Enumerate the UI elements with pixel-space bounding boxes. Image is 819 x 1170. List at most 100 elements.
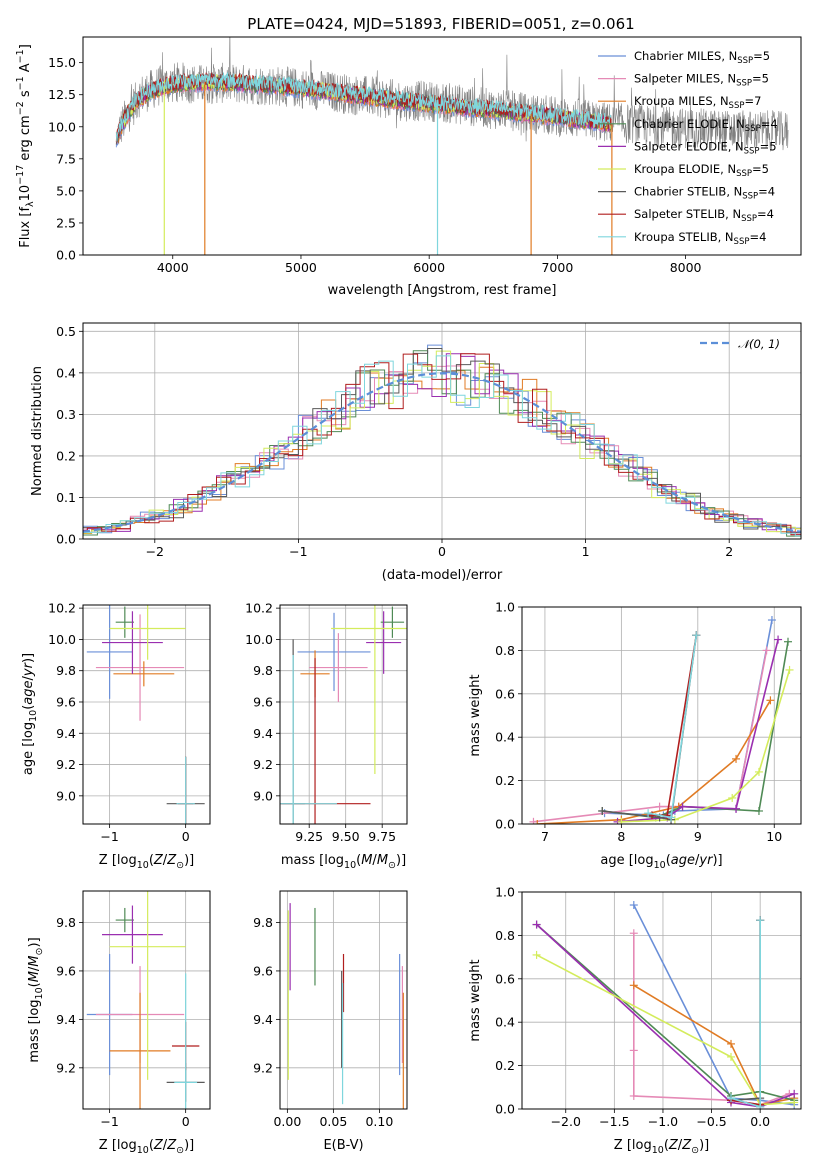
- spectrum-axes: 4000 5000 6000 7000 8000 0.0 2.5 5.0 7.5 10.0 12.5…: [15, 36, 802, 298]
- normal-curve: [83, 372, 801, 533]
- mass_vs_EBV-ytick-label: 9.8: [253, 915, 273, 930]
- mass_vs_Z-xtick-label: 0: [182, 1114, 190, 1129]
- age_vs_Z-plot-area: [86, 605, 205, 824]
- spectrum-ytick-label: 12.5: [48, 87, 76, 102]
- age_vs_Z-point-salpeter-miles: [95, 614, 185, 721]
- massweight_vs_age-xtick-label: 8: [617, 829, 625, 844]
- mass_vs_EBV-axes: 0.00 0.05 0.10 9.2 9.4 9.6 9.8 E(B-V): [253, 890, 408, 1153]
- massweight_vs_Z-ytick-label: 1.0: [495, 885, 515, 900]
- age-vs-z-ylabel: age [log10(age/yr)]: [21, 653, 39, 775]
- age_vs_Z-axes: −1 0 9.0 9.2 9.4 9.6 9.8 10.0 10.2 Z [log10(Z/Z⊙)…: [21, 601, 211, 871]
- mass_vs_Z-ytick-label: 9.6: [56, 963, 76, 978]
- massweight_vs_age-ylabel: mass weight: [468, 674, 483, 756]
- residuals-xtick-label: 1: [582, 544, 590, 559]
- residuals-ytick-label: 0.0: [56, 532, 76, 547]
- mass_vs_EBV-ytick-label: 9.6: [253, 963, 273, 978]
- age_vs_Z-point-chabrier-elodie: [115, 606, 134, 638]
- massweight_vs_Z-ytick-label: 0.8: [495, 928, 515, 943]
- massweight_vs_age-ytick-label: 0.8: [495, 643, 515, 658]
- massweight_vs_age-series-chabrier-miles: [600, 616, 776, 820]
- massweight_vs_age-series-chabrier-stelib: [598, 631, 701, 824]
- age-vs-z-xlabel: Z [log10(Z/Z⊙)]: [99, 853, 194, 871]
- spectrum-data-line: [117, 37, 789, 152]
- age_vs_Z-frame: [82, 604, 211, 825]
- massweight-vs-age-xlabel: age [log10(age/yr)]: [600, 853, 722, 871]
- age_vs_Z-xtick-label: 0: [182, 829, 190, 844]
- age_vs_Z-point-kroupa-miles: [113, 661, 175, 687]
- age_vs_Z-ytick-label: 9.0: [56, 788, 76, 803]
- age_vs_Z-ytick-label: 10.0: [48, 632, 76, 647]
- mass_vs_Z-point-kroupa-stelib: [174, 973, 198, 1109]
- residuals-ylabel: Normed distribution: [30, 366, 45, 496]
- legend-entry: Salpeter STELIB, NSSP=4: [634, 207, 774, 224]
- age_vs_mass-plot-area: [280, 605, 407, 824]
- massweight_vs_Z-ytick-label: 0.6: [495, 971, 515, 986]
- age_vs_Z-ytick-label: 9.8: [56, 663, 76, 678]
- legend-entry: Kroupa MILES, NSSP=7: [634, 94, 761, 111]
- massweight_vs_age-axes: 7 8 9 10 0.0 0.2 0.4 0.6 0.8 1.0 mass weight age [l…: [468, 600, 802, 871]
- massweight_vs_age-ytick-label: 0.0: [495, 817, 515, 832]
- residuals-axes: −2 −1 0 1 2 0.0 0.1 0.2 0.3 0.4 0.5 𝒩(0, 1) (data-mo…: [30, 322, 802, 583]
- age_vs_mass-ytick-label: 9.6: [253, 694, 273, 709]
- mass_vs_EBV-ytick-label: 9.4: [253, 1012, 273, 1027]
- age_vs_Z-ytick-label: 9.6: [56, 694, 76, 709]
- residuals-frame: [82, 322, 802, 540]
- legend-entry: Kroupa STELIB, NSSP=4: [634, 230, 766, 247]
- massweight_vs_age-xtick-label: 10: [766, 829, 782, 844]
- residuals-ytick-label: 0.3: [56, 407, 76, 422]
- massweight_vs_age-series-salpeter-elodie: [613, 635, 783, 824]
- age_vs_mass-ytick-label: 10.0: [245, 632, 273, 647]
- spectrum-ylabel: Flux [fλ10−17 erg cm−2 s−1 A−1]: [15, 44, 36, 248]
- mass_vs_EBV-xtick-label: 0.00: [273, 1114, 301, 1129]
- spectrum-ytick-label: 5.0: [56, 183, 76, 198]
- age_vs_mass-ytick-label: 9.0: [253, 788, 273, 803]
- mass_vs_EBV-frame: [279, 890, 408, 1110]
- massweight_vs_age-ytick-label: 0.4: [495, 730, 515, 745]
- histogram-kroupa-elodie: [83, 350, 801, 534]
- mass_vs_Z-axes: −1 0 9.2 9.4 9.6 9.8 Z [log10(Z/Z⊙)] mass [log1…: [27, 890, 211, 1156]
- massweight_vs_age-series-kroupa-stelib: [644, 631, 701, 822]
- age_vs_mass-point-salpeter-miles: [309, 633, 368, 702]
- massweight_vs_Z-series-kroupa-stelib: [727, 916, 765, 1109]
- spectrum-ytick-label: 7.5: [56, 151, 76, 166]
- massweight_vs_age-series-salpeter-miles: [529, 646, 771, 824]
- mass_vs_Z-point-chabrier-elodie: [115, 907, 134, 933]
- massweight_vs_Z-plot-area: [532, 901, 799, 1109]
- spectrum-xtick-label: 8000: [670, 260, 702, 275]
- massweight_vs_Z-ylabel: mass weight: [468, 959, 483, 1041]
- massweight_vs_age-plot-area: [529, 616, 794, 824]
- residuals-xtick-label: −1: [289, 544, 307, 559]
- residuals-ytick-label: 0.2: [56, 448, 76, 463]
- massweight_vs_Z-ytick-label: 0.2: [495, 1058, 515, 1073]
- legend-entry: Chabrier STELIB, NSSP=4: [634, 185, 775, 202]
- residuals-plot-area: [83, 344, 801, 537]
- mass_vs_EBV-ytick-label: 9.2: [253, 1060, 273, 1075]
- age_vs_Z-ytick-label: 9.2: [56, 757, 76, 772]
- massweight_vs_age-xtick-label: 7: [541, 829, 549, 844]
- figure-title: PLATE=0424, MJD=51893, FIBERID=0051, z=0…: [247, 15, 634, 33]
- age_vs_Z-point-chabrier-miles: [86, 605, 133, 699]
- residuals-xtick-label: 0: [438, 544, 446, 559]
- massweight_vs_Z-ytick-label: 0.4: [495, 1015, 515, 1030]
- spectrum-model-kroupa-stelib: [115, 71, 612, 142]
- mass_vs_Z-frame: [82, 890, 211, 1110]
- massweight-vs-z-xlabel: Z [log10(Z/Z⊙)]: [614, 1138, 709, 1156]
- mass-vs-z-ylabel: mass [log10(M/M⊙)]: [27, 937, 45, 1062]
- age_vs_Z-point-kroupa-elodie: [109, 605, 186, 660]
- massweight_vs_Z-xtick-label: −1.5: [599, 1114, 629, 1129]
- massweight_vs_Z-xtick-label: 0.0: [750, 1114, 770, 1129]
- age_vs_Z-ytick-label: 9.4: [56, 726, 76, 741]
- residuals-xlabel: (data-model)/error: [382, 568, 503, 583]
- massweight_vs_age-ytick-label: 0.2: [495, 773, 515, 788]
- age_vs_mass-axes: 9.25 9.50 9.75 9.0 9.2 9.4 9.6 9.8 10.0 10.2 mass …: [245, 601, 408, 871]
- age_vs_Z-xtick-label: −1: [100, 829, 118, 844]
- spectrum-frame: [82, 36, 802, 256]
- massweight_vs_Z-series-kroupa-miles: [629, 981, 799, 1109]
- age_vs_mass-xtick-label: 9.50: [332, 829, 360, 844]
- histogram-salpeter-stelib: [83, 353, 801, 536]
- massweight_vs_Z-xtick-label: −0.5: [696, 1114, 726, 1129]
- mass_vs_Z-ytick-label: 9.8: [56, 915, 76, 930]
- legend-entry: Kroupa ELODIE, NSSP=5: [634, 162, 769, 179]
- mass_vs_Z-point-kroupa-elodie: [109, 891, 186, 1080]
